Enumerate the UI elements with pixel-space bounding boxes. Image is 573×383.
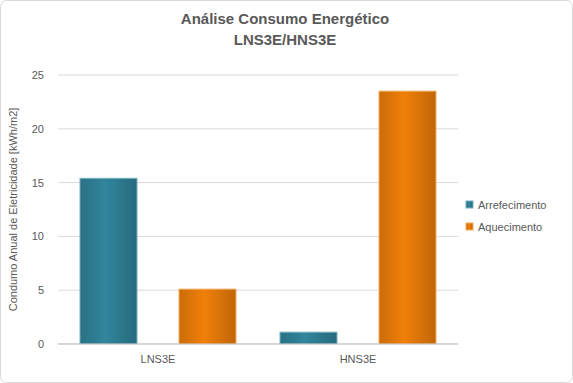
chart-frame <box>1 1 573 383</box>
chart-svg: Análise Consumo Energético LNS3E/HNS3E 0 5 1… <box>0 0 573 383</box>
x-axis-line <box>58 344 458 345</box>
bars <box>80 91 436 344</box>
bar <box>280 332 337 344</box>
legend-label: Arrefecimento <box>478 199 546 211</box>
y-tick-label: 20 <box>32 123 44 135</box>
grid-line <box>58 75 458 76</box>
y-tick-label: 5 <box>38 284 44 296</box>
x-tick-label: HNS3E <box>340 353 377 365</box>
y-tick-label: 25 <box>32 69 44 81</box>
y-tick-label: 10 <box>32 230 44 242</box>
chart-subtitle: LNS3E/HNS3E <box>234 31 337 48</box>
legend-swatch <box>466 201 473 208</box>
legend-swatch <box>466 223 473 230</box>
y-tick-label: 0 <box>38 338 44 350</box>
chart-title: Análise Consumo Energético <box>181 10 389 27</box>
legend-label: Aquecimento <box>478 221 542 233</box>
grid-line <box>58 344 458 345</box>
bar <box>179 289 236 344</box>
x-tick-label: LNS3E <box>141 353 176 365</box>
bar <box>379 91 436 344</box>
chart-container: Análise Consumo Energético LNS3E/HNS3E 0 5 1… <box>0 0 573 383</box>
bar <box>80 178 137 344</box>
y-tick-label: 15 <box>32 177 44 189</box>
y-axis-label: Condumo Anual de Eletricidade [kWh/m2] <box>7 108 19 312</box>
